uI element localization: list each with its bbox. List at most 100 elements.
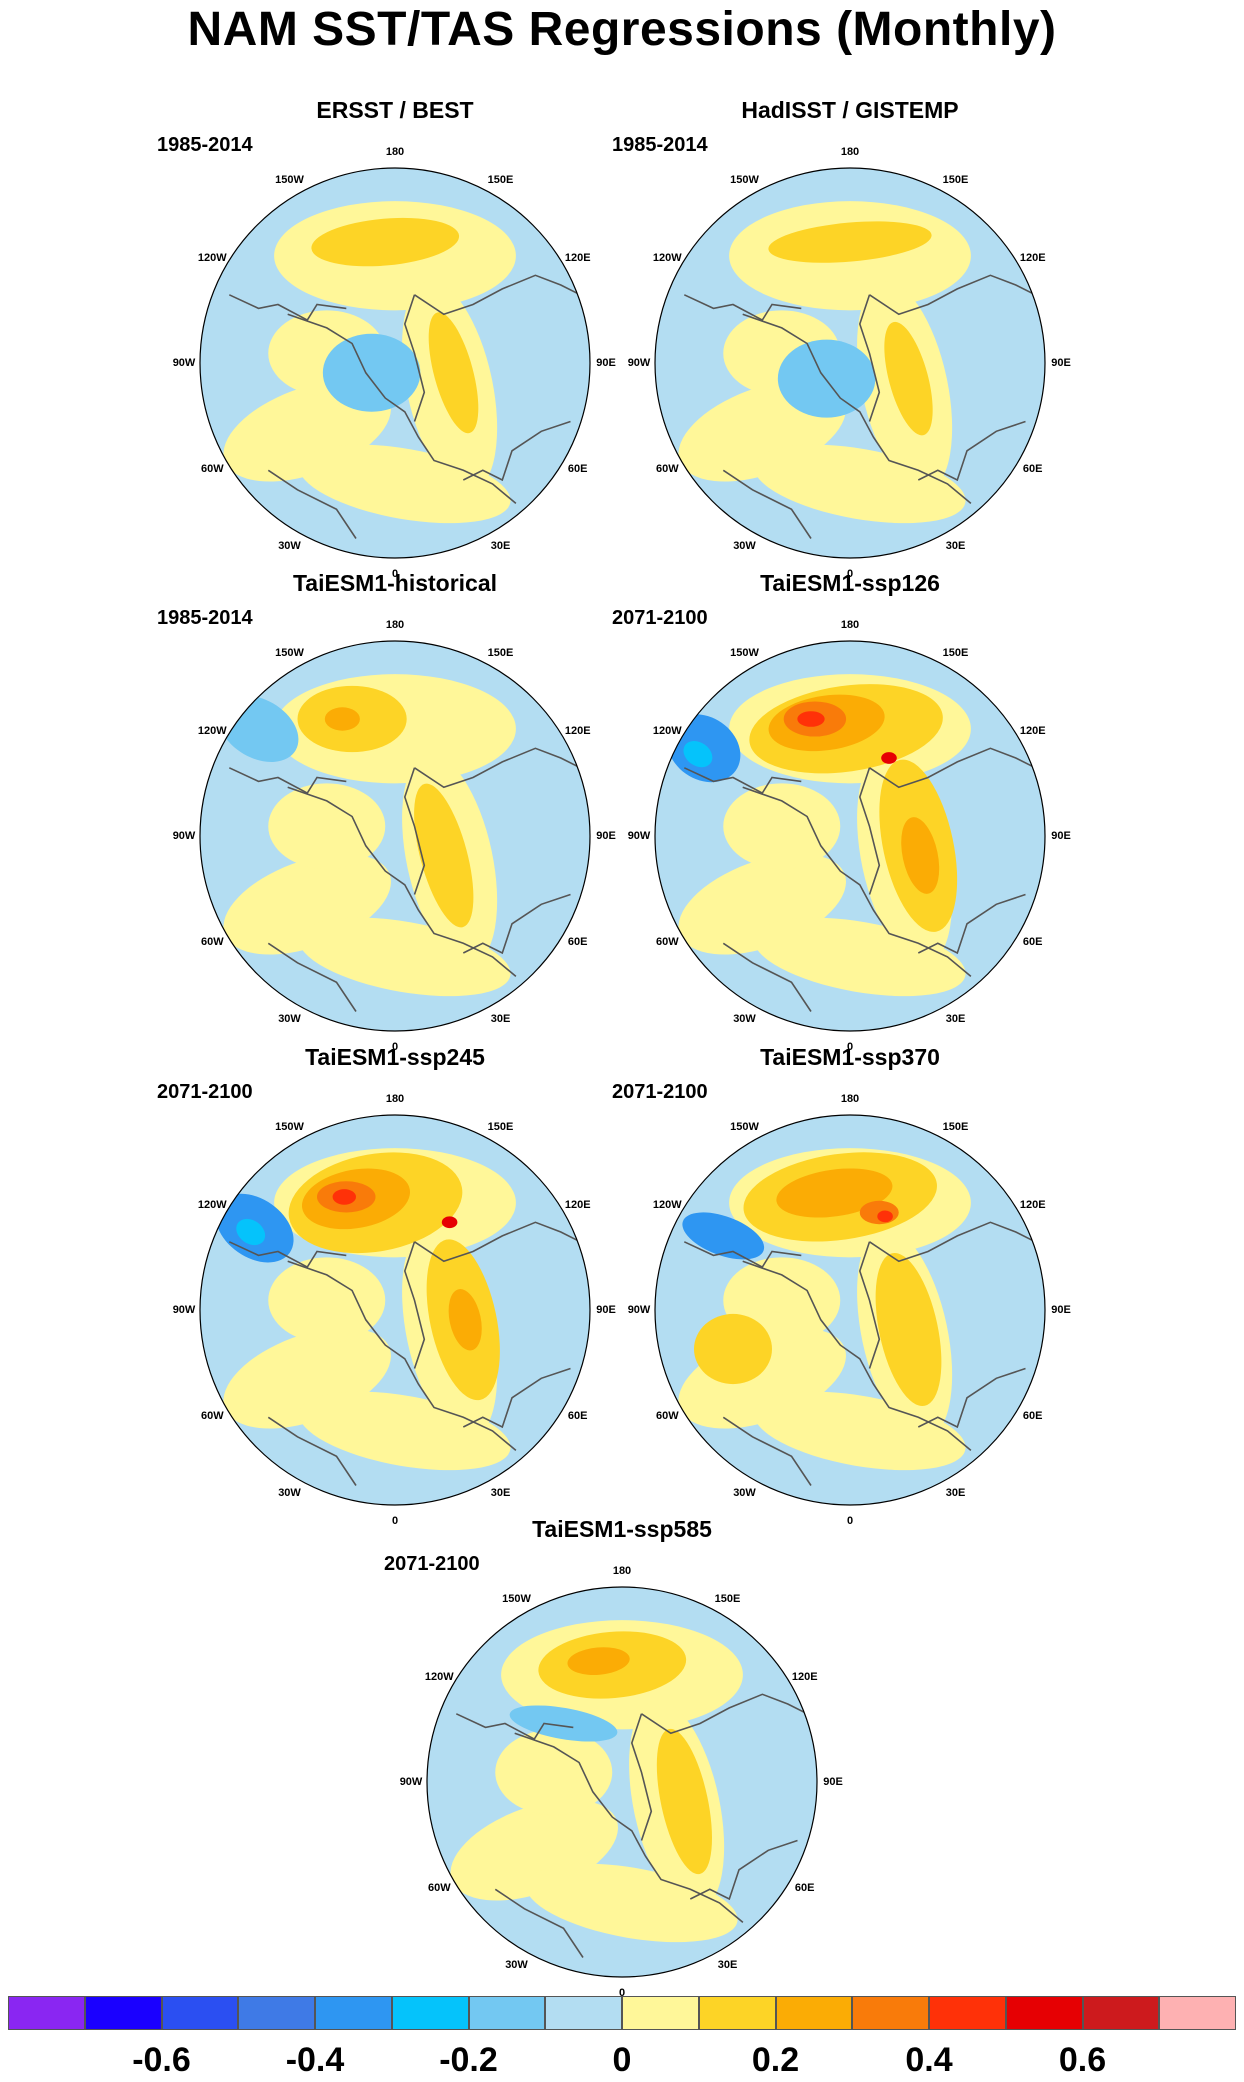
- polar-map: [426, 1586, 818, 1978]
- longitude-label: 0: [391, 1515, 399, 1527]
- panel-title: TaiESM1-historical: [292, 570, 498, 596]
- map-boundary: [654, 640, 1046, 1032]
- anomaly-contour: [509, 1705, 618, 1742]
- coastline: [494, 1888, 584, 1958]
- colorbar-swatch: [698, 1996, 776, 2030]
- longitude-label: 90W: [172, 1304, 196, 1316]
- coastline: [869, 274, 1036, 316]
- longitude-label: 60W: [427, 1881, 451, 1894]
- longitude-label: 150E: [942, 174, 969, 187]
- longitude-label: 60W: [655, 462, 679, 475]
- longitude-label: 0: [391, 1041, 399, 1053]
- longitude-label: 60W: [655, 1409, 679, 1422]
- anomaly-contour: [332, 1189, 356, 1205]
- longitude-label: 60E: [567, 1409, 588, 1422]
- anomaly-contour: [694, 1313, 772, 1385]
- colorbar-tick-label: 0.4: [905, 2041, 953, 2079]
- map-boundary: [199, 1114, 591, 1506]
- longitude-label: 120E: [564, 724, 591, 737]
- anomaly-contour: [901, 817, 940, 894]
- polar-map: [199, 640, 591, 1032]
- anomaly-contour: [236, 1218, 266, 1246]
- coastline: [641, 1693, 808, 1735]
- coastline: [462, 1367, 571, 1429]
- map-boundary: [426, 1586, 818, 1978]
- longitude-label: 90W: [627, 1304, 651, 1316]
- anomaly-contour: [859, 1200, 899, 1225]
- colorbar-swatch: [238, 1996, 316, 2030]
- anomaly-contour: [567, 1647, 630, 1675]
- longitude-label: 30W: [278, 1486, 301, 1499]
- map-boundary: [654, 167, 1046, 559]
- period-label: 1985-2014: [612, 134, 708, 156]
- coastline: [858, 1241, 881, 1369]
- longitude-label: 30E: [490, 1486, 511, 1499]
- longitude-label: 30E: [945, 1012, 966, 1025]
- longitude-label: 0: [846, 568, 854, 580]
- colorbar-swatch: [852, 1996, 930, 2030]
- anomaly-contour: [495, 1729, 613, 1816]
- map-panel: ERSST / BEST 1985-2014 180 150E 120E 90E 60E 30…: [157, 95, 616, 580]
- anomaly-contour: [428, 312, 479, 434]
- coastline: [858, 767, 881, 895]
- period-label: 1985-2014: [157, 134, 253, 156]
- map-boundary: [654, 1114, 1046, 1506]
- longitude-label: 30E: [490, 539, 511, 552]
- longitude-label: 90E: [1051, 1304, 1071, 1316]
- longitude-label: 90W: [627, 830, 651, 842]
- longitude-label: 120E: [791, 1670, 818, 1683]
- anomaly-contour: [298, 1391, 511, 1471]
- colorbar-tick-label: 0.6: [1058, 2041, 1107, 2079]
- longitude-label: 0: [391, 568, 399, 580]
- longitude-label: 0: [846, 1041, 854, 1053]
- coastline: [869, 1221, 1036, 1263]
- colorbar-tick-label: -0.6: [132, 2041, 191, 2079]
- coastline: [869, 747, 1036, 789]
- coastline: [917, 420, 1026, 482]
- colorbar-tick-label: -0.4: [285, 2041, 345, 2079]
- coastline: [267, 1416, 357, 1486]
- coastline: [414, 1221, 581, 1263]
- period-label: 2071-2100: [612, 607, 708, 629]
- longitude-label: 150W: [275, 1121, 304, 1134]
- colorbar-swatch: [391, 1996, 469, 2030]
- anomaly-contour: [414, 783, 474, 928]
- longitude-label: 90W: [172, 357, 196, 369]
- colorbar-swatch: [84, 1996, 162, 2030]
- longitude-label: 90E: [596, 357, 616, 369]
- period-label: 2071-2100: [384, 1553, 480, 1575]
- longitude-label: 180: [612, 1565, 632, 1577]
- longitude-label: 120W: [197, 251, 227, 264]
- longitude-label: 120W: [652, 724, 682, 737]
- coastline: [462, 420, 571, 482]
- colorbar-tick-label: 0: [612, 2041, 632, 2079]
- longitude-label: 30W: [278, 1012, 301, 1025]
- colorbar-swatch: [161, 1996, 239, 2030]
- anomaly-contour: [448, 1289, 482, 1351]
- coastline: [403, 767, 426, 895]
- coastline: [414, 747, 581, 789]
- longitude-label: 60W: [200, 462, 224, 475]
- coastline: [455, 1713, 574, 1741]
- anomaly-contour: [322, 333, 421, 412]
- coastline: [917, 1367, 1026, 1429]
- anomaly-contour: [441, 1216, 458, 1229]
- coastline: [917, 893, 1026, 955]
- longitude-label: 120E: [564, 1198, 591, 1211]
- longitude-label: 90E: [1051, 357, 1071, 369]
- longitude-label: 90E: [596, 830, 616, 842]
- anomaly-contour: [881, 752, 897, 764]
- longitude-label: 60W: [200, 935, 224, 948]
- longitude-label: 120E: [564, 251, 591, 264]
- colorbar-tick-label: -0.2: [439, 2041, 498, 2079]
- longitude-label: 60E: [1022, 1409, 1043, 1422]
- longitude-label: 180: [385, 619, 405, 631]
- longitude-label: 150E: [487, 647, 514, 660]
- longitude-label: 30E: [945, 539, 966, 552]
- longitude-label: 180: [840, 1093, 860, 1105]
- colorbar-swatch: [622, 1996, 699, 2030]
- longitude-label: 30E: [490, 1012, 511, 1025]
- anomaly-contour: [884, 321, 933, 436]
- longitude-label: 0: [618, 1987, 626, 1999]
- map-panel: TaiESM1-ssp585 2071-2100 180 150E 120E 90E 60E…: [384, 1514, 843, 1999]
